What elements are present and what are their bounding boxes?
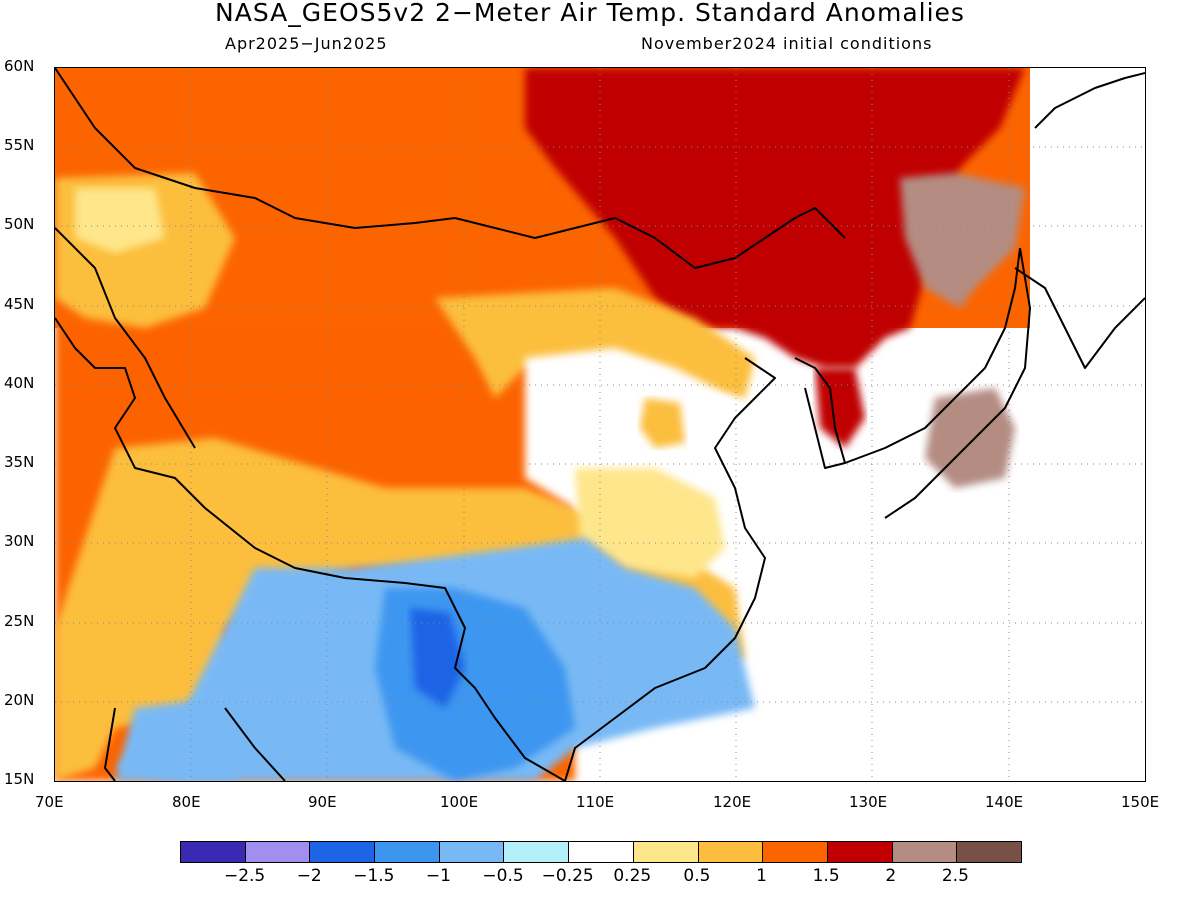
coastline-and-borders	[55, 68, 1145, 781]
japan-east-coast	[884, 247, 1031, 519]
colorbar-label: 0.25	[613, 866, 652, 886]
myanmar-strong-cool-region	[410, 608, 465, 708]
colorbar-swatch	[827, 842, 893, 862]
colorbar-swatch	[245, 842, 311, 862]
japan-high-anomaly-region	[925, 388, 1015, 488]
colorbar-swatch	[439, 842, 505, 862]
lat-label: 45N	[4, 295, 35, 313]
himalaya-border	[55, 317, 566, 781]
colorbar-swatch	[892, 842, 958, 862]
south-india-cool-region	[115, 698, 255, 781]
colorbar-label: −1.5	[353, 866, 395, 886]
north-china-warm-patch	[640, 398, 685, 448]
lat-label: 20N	[4, 691, 35, 709]
colorbar-swatch	[569, 842, 634, 862]
colorbar-label: −0.5	[482, 866, 524, 886]
anomaly-fill-layer	[55, 68, 1145, 781]
northeast-very-warm-region	[525, 68, 1025, 368]
colorbar-label: 0.5	[683, 866, 711, 886]
colorbar-label: 1.5	[812, 866, 840, 886]
lon-label: 120E	[713, 793, 752, 811]
chart-title: NASA_GEOS5v2 2−Meter Air Temp. Standard …	[215, 0, 965, 27]
colorbar-swatch	[633, 842, 699, 862]
india-west-coast	[104, 707, 116, 781]
kazakh-weak-warm-region	[75, 188, 165, 253]
period-subtitle: Apr2025−Jun2025	[225, 34, 388, 53]
anomaly-map	[54, 67, 1146, 782]
colorbar-swatch	[310, 842, 376, 862]
lat-label: 55N	[4, 136, 35, 154]
colorbar-label: 2	[885, 866, 897, 886]
korea-very-warm-region	[815, 368, 865, 448]
colorbar-swatch	[957, 842, 1021, 862]
lon-label: 70E	[35, 793, 64, 811]
india-moderate-warm-region	[55, 438, 745, 781]
sakhalin-kuril-coast	[1014, 267, 1145, 369]
lat-label: 40N	[4, 374, 35, 392]
colorbar-swatch	[763, 842, 828, 862]
china-east-coast	[564, 357, 776, 781]
japan-west-coast	[844, 247, 1021, 464]
lat-label: 25N	[4, 612, 35, 630]
map-canvas	[55, 68, 1145, 781]
colorbar-label: −1	[425, 866, 451, 886]
colorbar-label: −0.25	[541, 866, 594, 886]
india-east-coast	[224, 707, 286, 781]
korea-peninsula	[794, 357, 846, 469]
lon-label: 130E	[849, 793, 888, 811]
initial-conditions-subtitle: November2024 initial conditions	[641, 34, 933, 53]
lon-label: 90E	[308, 793, 337, 811]
colorbar-swatch	[504, 842, 570, 862]
colorbar-swatch	[181, 842, 246, 862]
lon-label: 80E	[172, 793, 201, 811]
colorbar-swatch	[375, 842, 440, 862]
grid-lines	[55, 68, 1145, 781]
colorbar-label: −2.5	[223, 866, 266, 886]
lat-label: 50N	[4, 215, 35, 233]
colorbar-label: 1	[756, 866, 767, 886]
colorbar-label: 2.5	[941, 866, 969, 886]
central-asia-border	[55, 227, 196, 449]
colorbar-swatch	[698, 842, 764, 862]
lon-label: 110E	[576, 793, 615, 811]
lat-label: 35N	[4, 453, 35, 471]
lat-label: 30N	[4, 532, 35, 550]
colorbar	[180, 841, 1022, 863]
lat-label: 15N	[4, 770, 35, 788]
lon-label: 140E	[985, 793, 1024, 811]
lat-label: 60N	[4, 57, 35, 75]
far-east-very-high-anomaly-region	[900, 173, 1025, 308]
lon-label: 150E	[1121, 793, 1160, 811]
colorbar-label: −2	[296, 866, 322, 886]
okhotsk-coast	[1034, 72, 1145, 129]
central-china-weak-warm-region	[575, 468, 725, 578]
lon-label: 100E	[440, 793, 479, 811]
mongolia-russia-border	[55, 68, 846, 269]
